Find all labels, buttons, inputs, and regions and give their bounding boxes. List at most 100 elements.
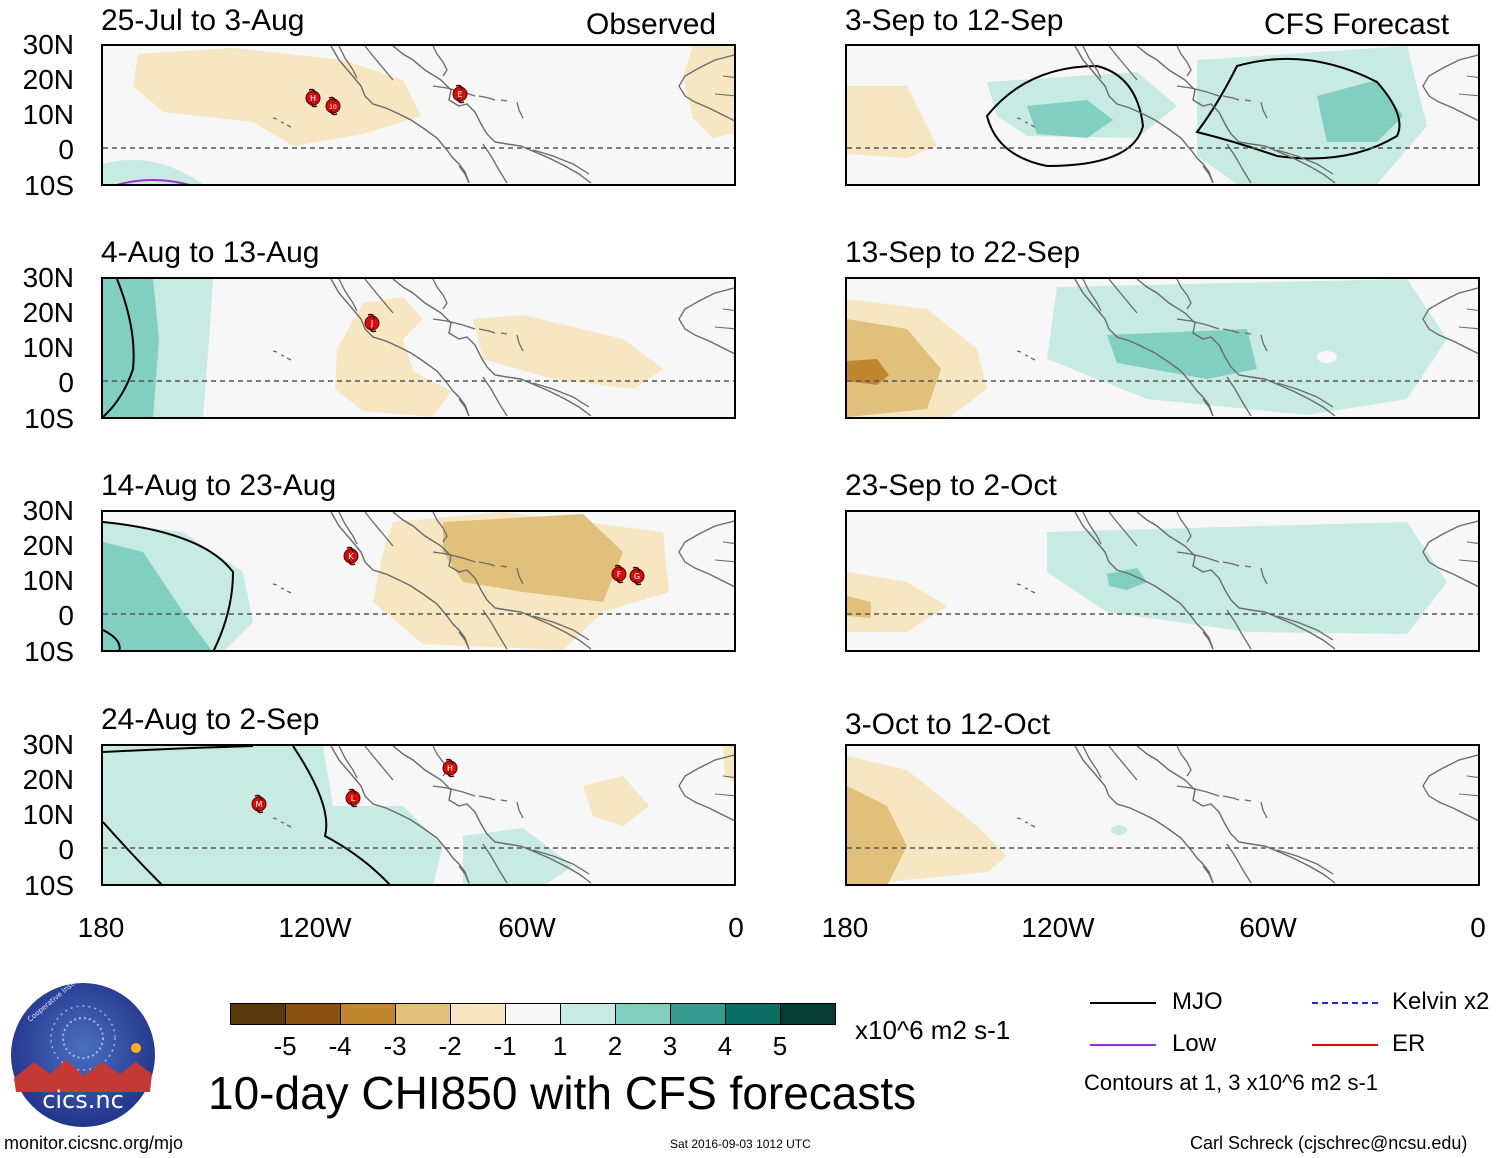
map-panel-6 [845, 277, 1480, 419]
storm-letter: M [256, 800, 263, 809]
storm-letter: G [634, 572, 640, 581]
storm-letter: F [617, 570, 622, 579]
contour-note: Contours at 1, 3 x10^6 m2 s-1 [1084, 1070, 1379, 1095]
legend-line-er [1312, 1044, 1378, 1046]
lat-tick: 10N [22, 332, 74, 363]
lat-tick: 10N [22, 99, 74, 130]
map-panel-1: H 10 E [101, 44, 736, 186]
lat-tick: 10S [24, 870, 74, 901]
storm-marker: F [611, 564, 627, 584]
panel-title-3: 14-Aug to 23-Aug [101, 469, 337, 502]
storm-marker: M [251, 794, 267, 814]
map-panel-4: M L H [101, 744, 736, 886]
lon-tick-left: 0 [728, 912, 744, 943]
lon-tick-left: 180 [77, 912, 125, 943]
map-panel-8 [845, 744, 1480, 886]
colorbar-swatch [725, 1003, 781, 1025]
colorbar-swatch [395, 1003, 451, 1025]
colorbar-tick: -5 [273, 1031, 297, 1061]
lon-tick-right: 120W [1021, 912, 1095, 943]
lat-tick: 20N [22, 530, 74, 561]
lat-tick: 0 [58, 134, 74, 165]
colorbar-swatch [615, 1003, 671, 1025]
logo-text: cics.nc [42, 1086, 124, 1114]
panel-title-2: 4-Aug to 13-Aug [101, 236, 320, 269]
figure-title: 10-day CHI850 with CFS forecasts [208, 1067, 917, 1119]
legend-label-mjo: MJO [1172, 988, 1223, 1015]
lat-tick: 30N [22, 262, 74, 293]
colorbar-tick: -1 [493, 1031, 517, 1061]
panel-title-5: 3-Sep to 12-Sep [845, 4, 1064, 37]
colorbar-tick: 2 [607, 1031, 623, 1061]
colorbar-swatch [285, 1003, 341, 1025]
lat-tick: 30N [22, 729, 74, 760]
lon-tick-right: 180 [821, 912, 869, 943]
colorbar-swatch [450, 1003, 506, 1025]
lon-tick-right: 0 [1470, 912, 1486, 943]
colorbar-tick: -2 [438, 1031, 462, 1061]
colorbar-swatch [670, 1003, 726, 1025]
lat-tick: 10S [24, 636, 74, 667]
colorbar-tick: 3 [662, 1031, 678, 1061]
map-panel-7 [845, 510, 1480, 652]
colorbar-swatch [230, 1003, 286, 1025]
forecast-label: CFS Forecast [1264, 8, 1450, 41]
panel-title-4: 24-Aug to 2-Sep [101, 703, 320, 736]
map-panel-3: K F G [101, 510, 736, 652]
colorbar-units: x10^6 m2 s-1 [855, 1015, 1011, 1045]
colorbar-swatch [505, 1003, 561, 1025]
panel-title-1: 25-Jul to 3-Aug [101, 4, 305, 37]
legend-label-kelvin: Kelvin x2 [1392, 988, 1490, 1015]
lat-tick: 0 [58, 367, 74, 398]
storm-marker: J [364, 313, 380, 333]
panel-title-6: 13-Sep to 22-Sep [845, 236, 1081, 269]
storm-marker: H [442, 758, 458, 778]
lat-tick: 0 [58, 834, 74, 865]
observed-label: Observed [586, 8, 717, 41]
lat-tick: 30N [22, 29, 74, 60]
colorbar-tick: 4 [717, 1031, 733, 1061]
legend-label-low: Low [1172, 1030, 1217, 1057]
cics-logo: cics.nc Cooperative Institute for Climat… [11, 982, 156, 1127]
footer-url[interactable]: monitor.cicsnc.org/mjo [4, 1133, 184, 1153]
lat-tick: 10S [24, 170, 74, 201]
legend-line-kelvin [1312, 1002, 1378, 1004]
colorbar-swatch [560, 1003, 616, 1025]
colorbar-tick: 5 [772, 1031, 788, 1061]
storm-marker: 10 [325, 96, 341, 116]
colorbar-swatch [340, 1003, 396, 1025]
lon-tick-right: 60W [1239, 912, 1297, 943]
storm-letter: 10 [329, 104, 337, 111]
lat-tick: 10S [24, 403, 74, 434]
colorbar-swatch [780, 1003, 836, 1025]
storm-marker: K [343, 546, 359, 566]
lat-tick: 0 [58, 600, 74, 631]
storm-marker: L [345, 788, 361, 808]
storm-marker: G [629, 566, 645, 586]
lat-tick: 10N [22, 565, 74, 596]
lon-tick-left: 60W [498, 912, 556, 943]
storm-marker: H [305, 88, 321, 108]
legend-line-mjo [1090, 1002, 1156, 1004]
colorbar-tick: 1 [552, 1031, 568, 1061]
storm-letter: H [310, 94, 316, 103]
colorbar-tick: -4 [328, 1031, 352, 1061]
footer-timestamp: Sat 2016-09-03 1012 UTC [670, 1137, 811, 1151]
colorbar-tick: -3 [383, 1031, 407, 1061]
lat-tick: 30N [22, 495, 74, 526]
lat-tick: 20N [22, 64, 74, 95]
map-panel-2: J [101, 277, 736, 419]
storm-marker: E [452, 84, 468, 104]
storm-letter: J [370, 319, 373, 328]
lat-tick: 20N [22, 764, 74, 795]
legend-line-low [1090, 1044, 1156, 1046]
storm-letter: L [351, 794, 356, 803]
footer-author: Carl Schreck (cjschrec@ncsu.edu) [1190, 1133, 1468, 1153]
lat-tick: 20N [22, 297, 74, 328]
lat-tick: 10N [22, 799, 74, 830]
panel-title-7: 23-Sep to 2-Oct [845, 469, 1057, 502]
lon-tick-left: 120W [278, 912, 352, 943]
legend-label-er: ER [1392, 1030, 1426, 1057]
storm-letter: K [348, 552, 354, 561]
storm-letter: E [457, 90, 462, 99]
